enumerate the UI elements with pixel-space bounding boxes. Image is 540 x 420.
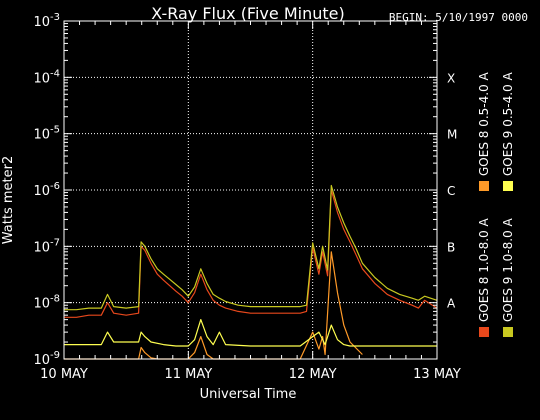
y-tick-label: 10-7 (33, 237, 60, 255)
y-tick-label: 10-3 (33, 12, 60, 30)
flare-class-label: C (447, 184, 455, 198)
series-line-1 (64, 189, 438, 318)
legend-label-3: GOES 9 1.0-8.0 A (501, 217, 515, 322)
legend-swatch-2 (479, 181, 489, 191)
series-line-4 (64, 319, 437, 347)
begin-date: BEGIN: 5/10/1997 0000 (389, 11, 528, 24)
x-tick-label: 10 MAY (40, 367, 88, 382)
chart-title: X-Ray Flux (Five Minute) (151, 4, 344, 23)
x-tick-label: 13 MAY (413, 367, 461, 382)
series-line-3 (64, 184, 438, 311)
series-lines (64, 184, 438, 360)
legend-label-1: GOES 8 1.0-8.0 A (477, 217, 491, 322)
flare-class-label: A (447, 297, 456, 311)
legend-swatch-4 (503, 181, 513, 191)
x-tick-label: 12 MAY (289, 367, 337, 382)
flare-class-label: M (447, 128, 457, 142)
y-tick-label: 10-4 (33, 68, 60, 86)
y-tick-label: 10-6 (33, 181, 60, 199)
legend-swatch-1 (479, 327, 489, 337)
y-tick-label: 10-8 (33, 294, 60, 312)
flare-class-label: X (447, 71, 455, 85)
flare-class-label: B (447, 240, 455, 254)
legend-label-4: GOES 9 0.5-4.0 A (501, 71, 515, 176)
legend-swatch-3 (503, 327, 513, 337)
axis-ticks (63, 20, 438, 360)
y-tick-labels: 10-9 10-8 10-7 10-6 10-5 10-4 10-3 (33, 12, 60, 368)
x-tick-labels: 10 MAY 11 MAY 12 MAY 13 MAY (40, 367, 461, 382)
flare-class-labels: A B C M X (447, 71, 457, 310)
x-axis-label: Universal Time (200, 387, 297, 402)
y-tick-label: 10-9 (33, 350, 60, 368)
y-axis-label: Watts meter2 (1, 156, 16, 244)
legend: GOES 8 1.0-8.0 A GOES 8 0.5-4.0 A GOES 9 1… (477, 71, 515, 337)
y-tick-label: 10-5 (33, 125, 60, 143)
grid-lines (64, 21, 437, 359)
legend-label-2: GOES 8 0.5-4.0 A (477, 71, 491, 176)
x-tick-label: 11 MAY (164, 367, 212, 382)
